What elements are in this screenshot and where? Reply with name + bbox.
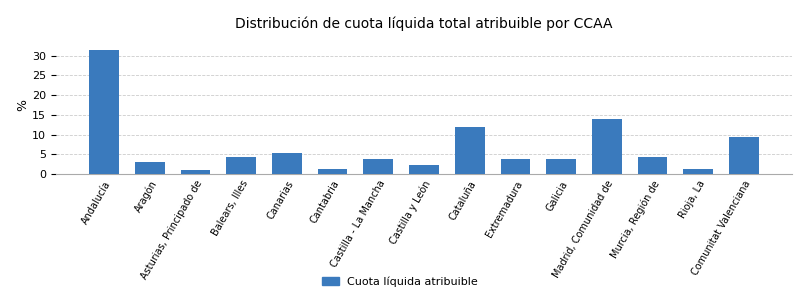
Bar (135, 162, 165, 174)
Bar (546, 159, 576, 174)
Bar (363, 159, 393, 174)
Y-axis label: %: % (16, 99, 30, 111)
Bar (592, 119, 622, 174)
Bar (272, 154, 302, 174)
Bar (226, 157, 256, 174)
Bar (455, 127, 485, 174)
Bar (729, 137, 758, 174)
Bar (181, 170, 210, 174)
Bar (318, 169, 347, 174)
Bar (90, 50, 119, 174)
Bar (638, 157, 667, 174)
Bar (409, 165, 439, 174)
Bar (683, 169, 713, 174)
Title: Distribución de cuota líquida total atribuible por CCAA: Distribución de cuota líquida total atri… (235, 16, 613, 31)
Legend: Cuota líquida atribuible: Cuota líquida atribuible (318, 272, 482, 291)
Bar (501, 159, 530, 174)
